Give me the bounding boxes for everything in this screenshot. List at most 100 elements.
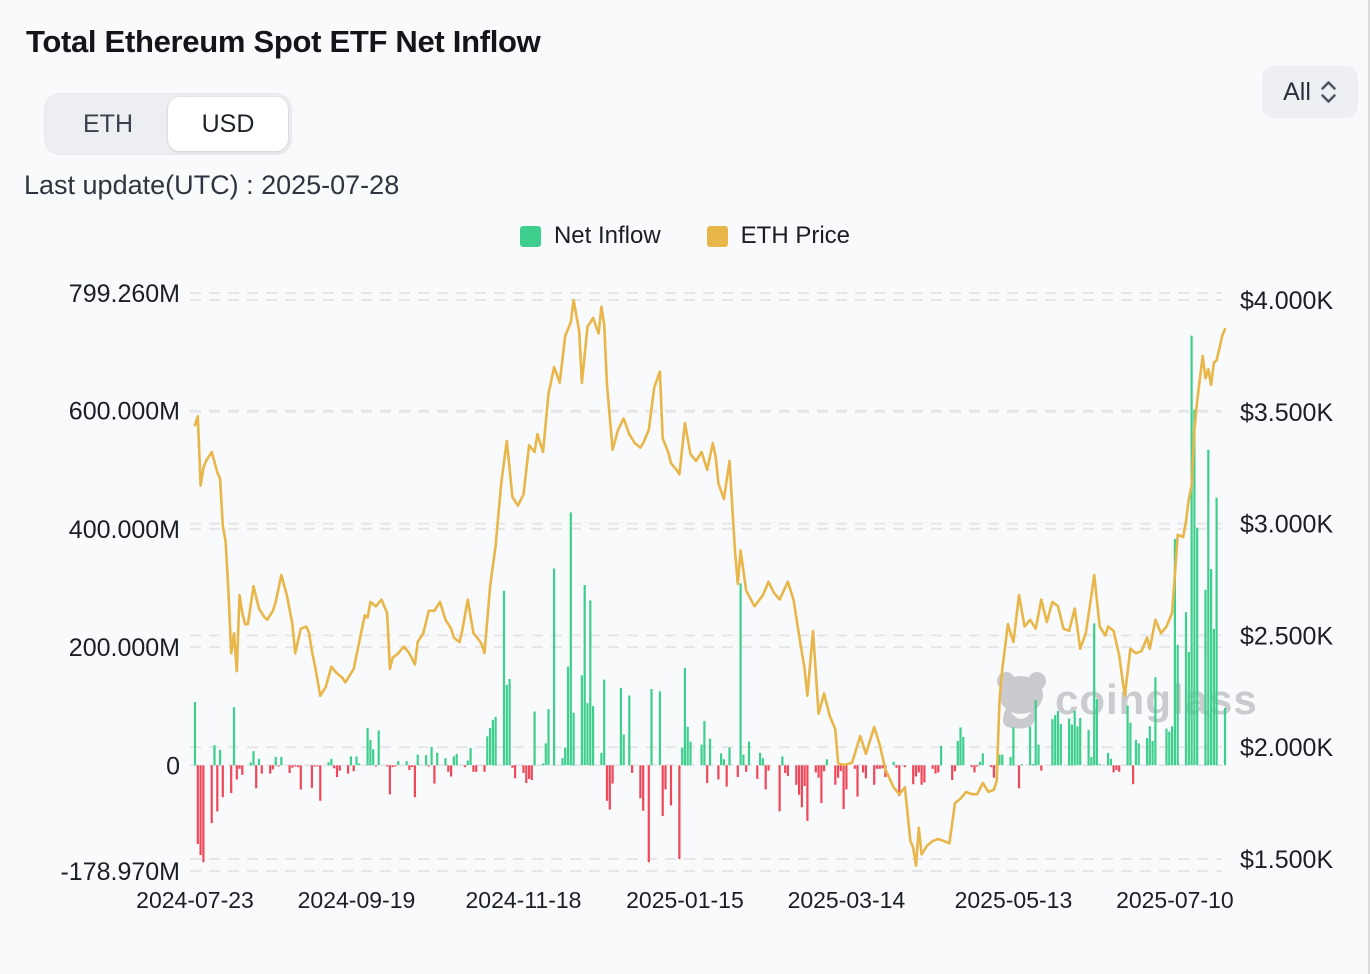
net-inflow-bar[interactable]: [1212, 628, 1215, 766]
net-inflow-bar[interactable]: [956, 741, 959, 766]
net-inflow-bar[interactable]: [912, 765, 915, 785]
net-inflow-bar[interactable]: [386, 765, 389, 767]
net-inflow-bar[interactable]: [1051, 719, 1054, 766]
net-inflow-bar[interactable]: [333, 765, 336, 769]
net-inflow-bar[interactable]: [572, 712, 575, 766]
net-inflow-bar[interactable]: [834, 765, 837, 785]
net-inflow-bar[interactable]: [213, 745, 216, 766]
net-inflow-bar[interactable]: [761, 758, 764, 766]
net-inflow-bar[interactable]: [650, 689, 653, 766]
net-inflow-bar[interactable]: [416, 754, 419, 766]
net-inflow-bar[interactable]: [1115, 765, 1118, 770]
net-inflow-bar[interactable]: [1207, 449, 1210, 766]
net-inflow-bar[interactable]: [923, 765, 926, 783]
net-inflow-bar[interactable]: [472, 765, 475, 772]
net-inflow-bar[interactable]: [1193, 409, 1196, 766]
net-inflow-bar[interactable]: [798, 765, 801, 795]
net-inflow-bar[interactable]: [990, 765, 993, 768]
net-inflow-bar[interactable]: [327, 762, 330, 766]
net-inflow-bar[interactable]: [1187, 651, 1190, 766]
net-inflow-bar[interactable]: [622, 734, 625, 766]
net-inflow-bar[interactable]: [970, 765, 973, 768]
net-inflow-bar[interactable]: [1054, 715, 1057, 766]
net-inflow-bar[interactable]: [742, 754, 745, 766]
net-inflow-bar[interactable]: [202, 765, 205, 863]
net-inflow-bar[interactable]: [280, 757, 283, 766]
net-inflow-bar[interactable]: [962, 736, 965, 766]
net-inflow-bar[interactable]: [937, 765, 940, 773]
net-inflow-bar[interactable]: [720, 753, 723, 766]
net-inflow-bar[interactable]: [586, 703, 589, 766]
net-inflow-bar[interactable]: [973, 765, 976, 773]
net-inflow-bar[interactable]: [756, 765, 759, 779]
net-inflow-bar[interactable]: [310, 765, 313, 788]
net-inflow-bar[interactable]: [221, 765, 224, 798]
net-inflow-bar[interactable]: [1073, 710, 1076, 766]
net-inflow-bar[interactable]: [786, 765, 789, 776]
net-inflow-bar[interactable]: [1034, 700, 1037, 766]
net-inflow-bar[interactable]: [374, 765, 377, 767]
net-inflow-bar[interactable]: [700, 744, 703, 766]
net-inflow-bar[interactable]: [917, 765, 920, 773]
net-inflow-bar[interactable]: [875, 765, 879, 769]
net-inflow-bar[interactable]: [358, 763, 361, 766]
net-inflow-bar[interactable]: [747, 741, 751, 766]
net-inflow-bar[interactable]: [427, 765, 430, 767]
net-inflow-bar[interactable]: [745, 765, 748, 772]
net-inflow-bar[interactable]: [1190, 335, 1193, 766]
net-inflow-bar[interactable]: [338, 765, 341, 771]
net-inflow-bar[interactable]: [553, 568, 556, 766]
net-inflow-bar[interactable]: [778, 765, 781, 812]
net-inflow-bar[interactable]: [1040, 765, 1043, 771]
net-inflow-bar[interactable]: [628, 695, 631, 766]
net-inflow-bar[interactable]: [1151, 741, 1154, 766]
net-inflow-bar[interactable]: [592, 706, 595, 766]
net-inflow-bars[interactable]: [193, 335, 1227, 863]
net-inflow-bar[interactable]: [583, 585, 586, 766]
net-inflow-bar[interactable]: [199, 765, 202, 856]
net-inflow-bar[interactable]: [196, 765, 199, 844]
net-inflow-bar[interactable]: [589, 600, 592, 766]
net-inflow-bar[interactable]: [689, 741, 692, 766]
net-inflow-bar[interactable]: [260, 765, 263, 774]
net-inflow-bar[interactable]: [1056, 710, 1060, 766]
net-inflow-bar[interactable]: [561, 758, 564, 766]
net-inflow-bar[interactable]: [255, 765, 258, 789]
net-inflow-bar[interactable]: [232, 707, 236, 766]
net-inflow-bar[interactable]: [820, 765, 823, 804]
net-inflow-bar[interactable]: [1098, 764, 1101, 766]
net-inflow-bar[interactable]: [291, 765, 294, 768]
net-inflow-bar[interactable]: [491, 719, 494, 766]
net-inflow-bar[interactable]: [1173, 539, 1176, 766]
net-inflow-bar[interactable]: [683, 667, 686, 766]
net-inflow-bar[interactable]: [998, 754, 1001, 766]
net-inflow-bar[interactable]: [1223, 707, 1227, 766]
net-inflow-bar[interactable]: [873, 765, 876, 785]
net-inflow-bar[interactable]: [1001, 754, 1004, 766]
net-inflow-bar[interactable]: [1107, 752, 1110, 766]
toggle-usd-button[interactable]: USD: [168, 97, 288, 151]
net-inflow-bar[interactable]: [717, 765, 720, 780]
net-inflow-bar[interactable]: [898, 765, 901, 796]
net-inflow-bar[interactable]: [823, 765, 826, 772]
net-inflow-bar[interactable]: [1146, 738, 1149, 766]
net-inflow-bar[interactable]: [914, 765, 918, 777]
net-inflow-bar[interactable]: [564, 747, 567, 766]
net-inflow-bar[interactable]: [425, 755, 428, 766]
net-inflow-bar[interactable]: [408, 765, 411, 770]
net-inflow-bar[interactable]: [335, 765, 339, 778]
net-inflow-bar[interactable]: [1070, 724, 1073, 766]
net-inflow-bar[interactable]: [405, 761, 408, 766]
net-inflow-bar[interactable]: [1031, 764, 1034, 766]
net-inflow-bar[interactable]: [525, 765, 528, 783]
net-inflow-bar[interactable]: [486, 736, 489, 766]
net-inflow-bar[interactable]: [669, 765, 673, 806]
net-inflow-bar[interactable]: [1176, 644, 1179, 766]
net-inflow-bar[interactable]: [856, 765, 859, 797]
net-inflow-bar[interactable]: [903, 765, 906, 768]
net-inflow-bar[interactable]: [619, 687, 622, 766]
net-inflow-bar[interactable]: [299, 765, 302, 790]
net-inflow-bar[interactable]: [862, 765, 865, 773]
net-inflow-bar[interactable]: [277, 765, 280, 767]
net-inflow-bar[interactable]: [241, 765, 244, 775]
